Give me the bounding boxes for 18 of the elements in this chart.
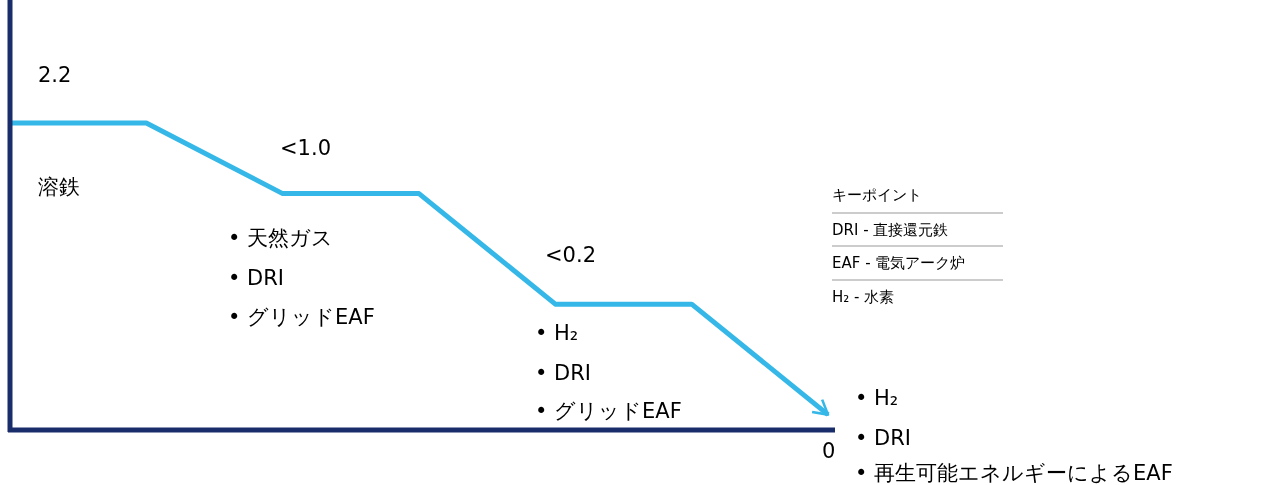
- annotation: • DRI: [535, 361, 592, 385]
- text: • H₂: [855, 386, 899, 410]
- text: 0: [822, 439, 836, 463]
- annotation: キーポイント: [832, 186, 922, 204]
- annotation: • グリッドEAF: [228, 305, 375, 329]
- annotation: • DRI: [228, 266, 285, 290]
- text: • 再生可能エネルギーによるEAF: [855, 461, 1173, 485]
- annotation: <1.0: [280, 136, 331, 160]
- text: 2.2: [38, 63, 72, 87]
- annotation: EAF - 電気アーク炉: [832, 254, 966, 272]
- annotation: DRI - 直接還元鉄: [832, 221, 949, 239]
- annotation: • H₂: [535, 321, 579, 345]
- text: • DRI: [855, 426, 912, 450]
- annotation: • 天然ガス: [228, 226, 334, 250]
- annotation: H₂ - 水素: [832, 288, 895, 306]
- annotation: • グリッドEAF: [535, 399, 682, 423]
- annotation: 溶鉄: [38, 175, 80, 199]
- annotation: <0.2: [545, 243, 596, 267]
